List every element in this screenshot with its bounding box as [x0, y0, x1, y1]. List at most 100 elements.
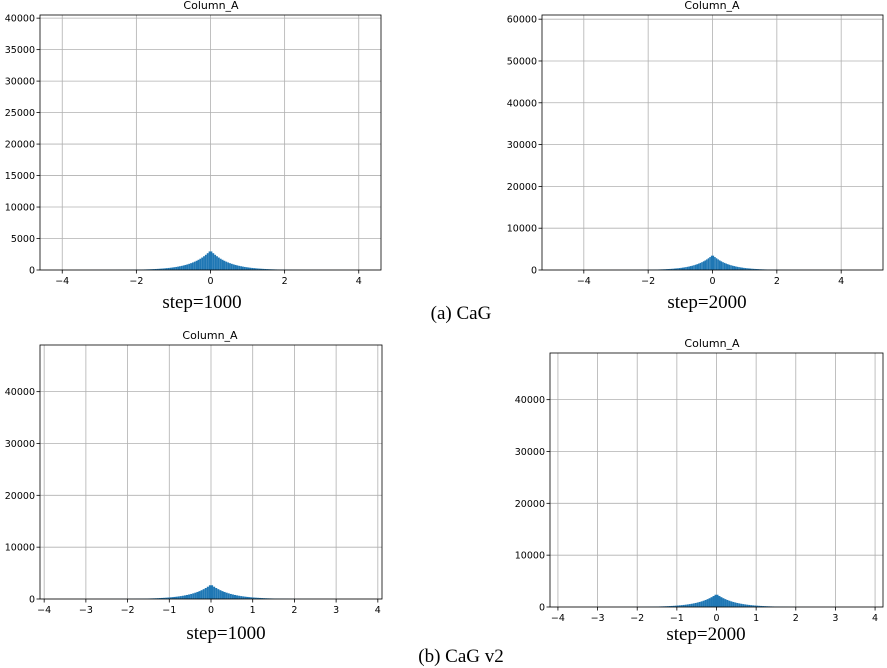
histogram-bar	[238, 265, 241, 270]
histogram-bar	[251, 267, 254, 270]
histogram-bar	[248, 597, 251, 599]
histogram-bar	[217, 589, 220, 599]
x-tick-label: −2	[641, 276, 655, 287]
histogram-bar	[746, 604, 749, 607]
histogram-bar	[704, 260, 707, 270]
histogram-bar	[182, 265, 185, 270]
histogram-bar	[710, 597, 713, 607]
histogram-bar	[184, 264, 187, 270]
histogram-bar	[722, 262, 724, 270]
histogram-bar	[197, 259, 200, 270]
histogram-bar	[694, 602, 697, 607]
histogram-bar	[232, 264, 235, 270]
histogram-bar	[167, 597, 170, 599]
histogram-bar	[153, 269, 155, 270]
histogram-bar	[706, 259, 708, 270]
histogram-bar	[764, 606, 767, 607]
histogram-bar	[160, 597, 164, 599]
histogram-bar	[670, 268, 673, 270]
histogram-bar	[201, 257, 204, 270]
y-tick-label: 0	[539, 603, 545, 614]
histogram-bar	[723, 262, 726, 270]
histogram-bar	[676, 605, 679, 607]
histogram-bar	[746, 268, 748, 270]
y-tick-label: 20000	[5, 491, 35, 502]
histogram-bar	[741, 267, 744, 270]
histogram-bar	[183, 595, 186, 599]
histogram-bar	[253, 268, 255, 270]
histogram-bar	[179, 596, 182, 599]
histogram-bar	[678, 268, 681, 270]
y-tick-label: 20000	[515, 499, 545, 510]
histogram-bar	[734, 602, 737, 607]
histogram-bar	[744, 604, 747, 607]
histogram-bar	[685, 267, 687, 270]
histogram-bar	[686, 604, 689, 607]
histogram-bar	[231, 594, 234, 599]
histogram-bar	[712, 596, 715, 607]
y-tick-label: 40000	[515, 395, 545, 406]
histogram-bar	[261, 598, 264, 599]
histogram-bar	[202, 589, 205, 599]
x-tick-label: −2	[630, 613, 644, 624]
histogram-bar	[198, 591, 201, 599]
histogram-bar	[185, 594, 189, 599]
histogram-bar	[717, 259, 719, 270]
histogram-bar	[698, 263, 700, 270]
histogram-bar	[240, 266, 243, 270]
histogram-panel-a-step-1000: Column_A step=1000 −4 −2 0 2 4 0 5000 10000 1500…	[5, 0, 382, 313]
histogram-bar	[194, 592, 197, 599]
x-tick-label: −4	[577, 276, 591, 287]
x-tick-label: −1	[670, 613, 684, 624]
histogram-bar	[680, 605, 683, 607]
histogram-bar	[156, 268, 159, 270]
histogram-panel-a-step-2000: Column_A step=2000 −4 −2 0 2 4 0 10000 20000 300…	[507, 0, 884, 313]
histogram-bar	[749, 268, 752, 270]
histogram-bar	[698, 601, 701, 607]
histogram-bar	[240, 596, 243, 599]
y-tick-label: 30000	[515, 447, 545, 458]
histogram-bar	[208, 585, 211, 599]
histogram-bar	[708, 598, 711, 607]
histogram-bar	[229, 263, 231, 270]
histogram-bar	[754, 605, 757, 607]
histogram-bar	[196, 591, 199, 599]
histogram-bar	[199, 258, 202, 270]
histogram-bar	[712, 255, 715, 270]
histogram-bar	[188, 263, 191, 270]
x-tick-label: 3	[333, 605, 339, 616]
histogram-bar	[188, 594, 191, 599]
y-tick-label: 10000	[515, 551, 545, 562]
x-tick-label: 4	[872, 613, 878, 624]
histogram-bar	[689, 266, 692, 270]
histogram-bar	[733, 266, 736, 270]
histogram-bar	[162, 268, 165, 270]
histogram-bar	[752, 268, 755, 270]
histogram-bar	[724, 599, 727, 607]
x-tick-label: −3	[591, 613, 605, 624]
y-tick-label: 10000	[507, 224, 537, 235]
histogram-bar	[171, 267, 174, 270]
histogram-bar	[701, 262, 703, 270]
histogram-bar	[726, 264, 729, 270]
histogram-bar	[221, 591, 224, 599]
histogram-bar	[714, 594, 717, 607]
histogram-bar	[223, 591, 226, 599]
histogram-bar	[715, 258, 718, 270]
histogram-bar	[156, 598, 159, 599]
panel-title: Column_A	[684, 0, 740, 12]
histogram-bar	[668, 606, 671, 607]
histogram-bar	[696, 602, 699, 607]
histogram-bar	[699, 262, 702, 270]
y-tick-label: 40000	[5, 14, 35, 25]
histogram-bar	[190, 593, 193, 599]
y-tick-label: 60000	[507, 15, 537, 26]
histogram-bar	[238, 595, 241, 599]
histogram-bar	[229, 593, 232, 599]
histogram-bar	[173, 267, 176, 270]
histogram-bar	[230, 263, 233, 270]
histogram-bar	[704, 599, 707, 607]
y-tick-label: 15000	[5, 171, 35, 182]
histogram-bar	[164, 268, 167, 270]
histogram-bar	[181, 595, 184, 599]
